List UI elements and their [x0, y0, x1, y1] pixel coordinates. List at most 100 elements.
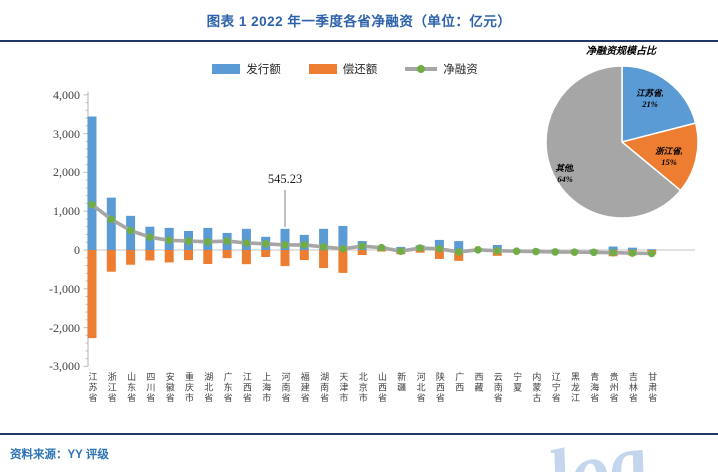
pie-title: 净融资规模占比 [586, 46, 656, 57]
y-tick-label: -2,000 [49, 320, 80, 335]
x-category-label-云南省: 云南省 [492, 372, 503, 404]
legend-item-repayment: 偿还额 [308, 61, 378, 77]
y-tick-label: 0 [74, 243, 80, 257]
x-category-label-新疆: 新疆 [396, 372, 407, 393]
legend-label-issuance: 发行额 [246, 64, 281, 76]
issuance-bar-陕西省 [434, 239, 444, 250]
net-marker-陕西省 [435, 245, 444, 253]
x-category-label-北京市: 北京市 [357, 372, 368, 404]
legend-item-net-financing: 净融资 [405, 61, 478, 77]
x-category-label-重庆市: 重庆市 [184, 372, 194, 404]
x-category-label-河南省: 河南省 [280, 372, 291, 404]
x-category-label-广西: 广西 [454, 372, 465, 393]
issuance-bar-广西 [454, 241, 464, 250]
issuance-bar-天津市 [338, 225, 348, 250]
y-tick-label: 2,000 [53, 165, 80, 180]
net-marker-四川省 [146, 233, 154, 241]
x-category-label-湖南省: 湖南省 [319, 372, 330, 404]
issuance-swatch-icon [212, 64, 241, 74]
issuance-bar-吉林省 [627, 247, 637, 250]
repayment-bar-北京市 [357, 250, 367, 256]
x-category-label-西藏: 西藏 [473, 372, 484, 393]
x-category-label-天津市: 天津市 [338, 372, 349, 404]
x-category-label-辽宁省: 辽宁省 [550, 372, 561, 404]
x-category-label-甘肃省: 甘肃省 [647, 372, 658, 404]
net-marker-内蒙古 [532, 247, 540, 256]
x-category-label-宁夏: 宁夏 [512, 372, 523, 393]
net-marker-湖北省 [204, 238, 212, 246]
x-category-label-浙江省: 浙江省 [106, 372, 117, 404]
repayment-bar-重庆市 [184, 250, 193, 261]
legend-label-repayment: 偿还额 [342, 64, 378, 76]
net-marker-云南省 [493, 246, 502, 255]
issuance-bar-湖南省 [319, 228, 329, 250]
x-category-label-山西省: 山西省 [377, 372, 387, 404]
net-marker-新疆 [397, 247, 405, 255]
net-marker-广西 [454, 248, 463, 256]
repayment-bar-四川省 [145, 250, 155, 261]
x-category-label-吉林省: 吉林省 [627, 372, 638, 404]
repayment-bar-山东省 [126, 250, 136, 265]
net-marker-西藏 [474, 246, 482, 254]
repayment-bar-湖南省 [319, 250, 329, 269]
repayment-swatch-icon [308, 64, 337, 74]
net-line-swatch-icon [405, 64, 438, 73]
net-marker-上海市 [261, 239, 270, 248]
net-marker-江苏省 [88, 200, 96, 209]
repayment-bar-天津市 [338, 250, 348, 273]
net-marker-贵州省 [609, 248, 617, 257]
issuance-bar-江苏省 [87, 116, 97, 250]
net-marker-宁夏 [512, 247, 521, 255]
y-tick-label: -1,000 [49, 281, 80, 296]
bottom-divider [0, 433, 718, 435]
x-category-label-陕西省: 陕西省 [434, 372, 445, 404]
x-category-label-安徽省: 安徽省 [164, 372, 175, 404]
repayment-bar-江西省 [241, 250, 251, 265]
source-note: 资料来源：YY 评级 [10, 449, 109, 461]
data-label-annotation: 545.23 [267, 172, 303, 186]
x-category-label-广东省: 广东省 [222, 372, 233, 404]
repayment-bar-江苏省 [87, 250, 97, 339]
net-marker-河南省 [281, 241, 289, 249]
net-marker-福建省 [300, 241, 309, 249]
pie-slice-浙江省 [620, 122, 699, 192]
issuance-bar-贵州省 [608, 246, 618, 250]
issuance-bar-河南省 [280, 228, 290, 250]
x-category-label-江苏省: 江苏省 [87, 372, 98, 404]
legend-item-issuance: 发行额 [212, 61, 281, 77]
x-category-label-上海市: 上海市 [261, 372, 272, 404]
repayment-bar-浙江省 [106, 250, 116, 272]
x-category-label-内蒙古: 内蒙古 [531, 372, 542, 404]
pie-slice-label-jiangsu: 江苏省, 21% [636, 88, 664, 109]
net-marker-河北省 [416, 244, 424, 252]
net-marker-黑龙江 [570, 248, 579, 256]
pie-slice-label-other: 其他, 64% [555, 163, 575, 184]
x-category-label-湖北省: 湖北省 [203, 372, 214, 404]
net-financing-line [90, 202, 654, 256]
net-marker-山西省 [377, 243, 386, 252]
y-tick-label: 4,000 [53, 87, 80, 102]
chart-legend: 发行额 偿还额 净融资 [0, 61, 690, 77]
net-marker-重庆市 [184, 237, 193, 245]
repayment-bar-湖北省 [203, 250, 213, 264]
issuance-bar-浙江省 [106, 197, 116, 250]
net-marker-安徽省 [165, 236, 173, 245]
y-tick-label: 1,000 [53, 204, 80, 219]
net-marker-湖南省 [319, 243, 328, 251]
repayment-bar-安徽省 [164, 250, 174, 263]
repayment-bar-上海市 [261, 250, 271, 257]
net-marker-浙江省 [107, 215, 116, 224]
x-category-label-河北省: 河北省 [415, 372, 426, 404]
pie-slice-label-zhejiang: 浙江省, 15% [655, 146, 683, 167]
net-marker-江西省 [242, 239, 251, 247]
pie-slice-江苏省 [621, 65, 697, 143]
x-category-label-青海省: 青海省 [589, 372, 600, 404]
net-marker-吉林省 [628, 249, 637, 257]
net-marker-辽宁省 [551, 248, 559, 256]
net-marker-甘肃省 [647, 249, 656, 258]
y-tick-label: 3,000 [53, 126, 80, 141]
x-category-label-福建省: 福建省 [299, 372, 310, 404]
repayment-bar-福建省 [299, 250, 309, 261]
